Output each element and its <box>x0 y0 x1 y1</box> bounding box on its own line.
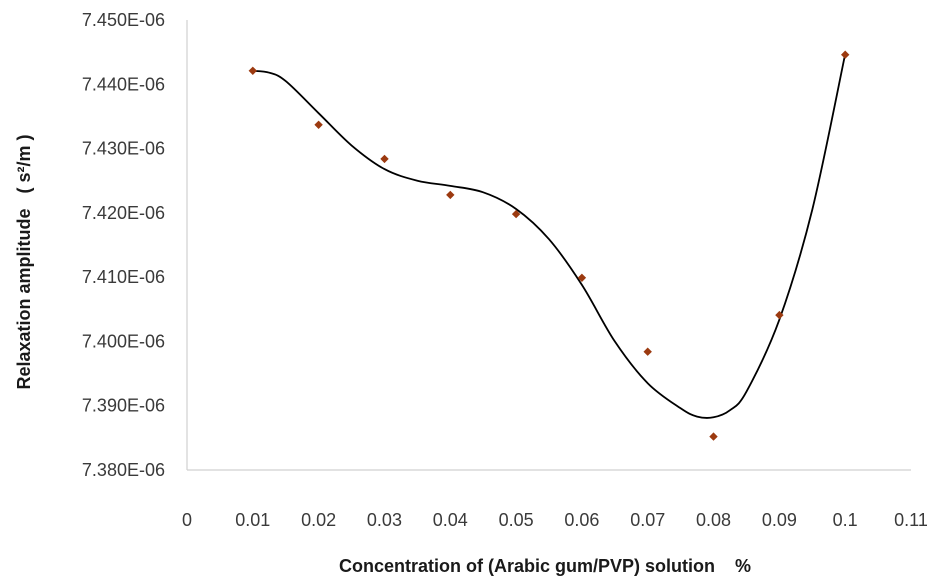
x-tick-label: 0.09 <box>762 510 797 530</box>
y-axis-title: Relaxation amplitude ( s²/m ) <box>14 134 34 389</box>
x-tick-labels: 0 0.01 0.02 0.03 0.04 0.05 0.06 0.07 0.08 0.09 0.1… <box>182 510 928 530</box>
x-tick-label: 0.02 <box>301 510 336 530</box>
y-tick-label: 7.400E-06 <box>82 331 165 351</box>
y-tick-label: 7.380E-06 <box>82 460 165 480</box>
x-tick-label: 0.04 <box>433 510 468 530</box>
y-tick-label: 7.420E-06 <box>82 203 165 223</box>
x-tick-label: 0.11 <box>894 510 928 530</box>
data-point <box>841 50 850 59</box>
data-points <box>248 50 850 441</box>
y-tick-labels: 7.380E-06 7.390E-06 7.400E-06 7.410E-06 7.42… <box>82 10 165 480</box>
x-tick-label: 0.08 <box>696 510 731 530</box>
x-tick-label: 0.07 <box>630 510 665 530</box>
y-tick-label: 7.390E-06 <box>82 396 165 416</box>
data-point <box>775 310 784 320</box>
x-tick-label: 0.03 <box>367 510 402 530</box>
data-point <box>511 209 521 219</box>
y-tick-label: 7.450E-06 <box>82 10 165 30</box>
data-point <box>643 347 652 356</box>
x-axis-title: Concentration of (Arabic gum/PVP) soluti… <box>339 556 751 576</box>
data-point <box>248 66 257 75</box>
axes <box>186 20 911 471</box>
x-tick-label: 0.01 <box>235 510 270 530</box>
x-tick-label: 0 <box>182 510 192 530</box>
data-point <box>709 432 718 441</box>
data-point <box>446 190 455 200</box>
x-tick-label: 0.06 <box>564 510 599 530</box>
y-tick-label: 7.440E-06 <box>82 74 165 94</box>
x-tick-label: 0.05 <box>499 510 534 530</box>
y-tick-label: 7.430E-06 <box>82 139 165 159</box>
data-point <box>577 273 587 282</box>
y-tick-label: 7.410E-06 <box>82 267 165 287</box>
x-tick-label: 0.1 <box>833 510 858 530</box>
trendline <box>252 53 847 419</box>
data-point <box>314 120 323 129</box>
data-point <box>380 154 389 164</box>
